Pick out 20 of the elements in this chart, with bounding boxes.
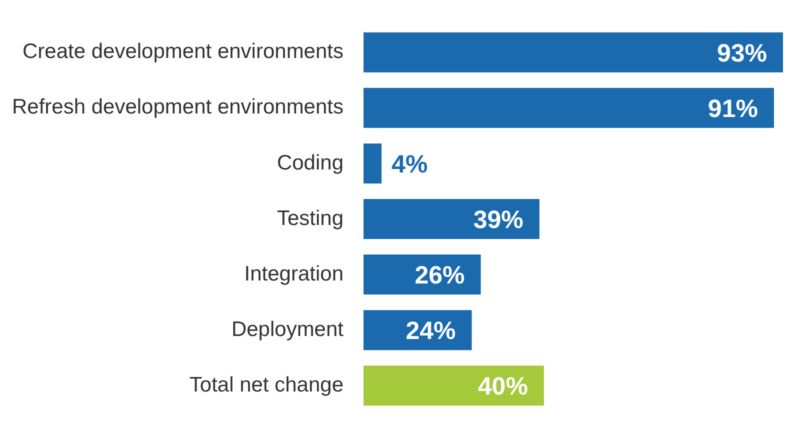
data-label: 91% bbox=[708, 94, 758, 123]
data-label: 24% bbox=[406, 316, 456, 345]
bar bbox=[364, 366, 544, 406]
data-label: 4% bbox=[392, 150, 428, 178]
y-tick-label: Create development environments bbox=[22, 40, 344, 64]
data-label: 39% bbox=[473, 206, 524, 234]
data-label: 26% bbox=[414, 261, 465, 290]
data-label: 40% bbox=[478, 372, 528, 401]
y-tick-label: Deployment bbox=[231, 318, 344, 341]
y-tick-label: Refresh development environments bbox=[12, 96, 344, 119]
bar bbox=[364, 199, 540, 239]
y-tick-label: Coding bbox=[276, 151, 344, 174]
bar bbox=[364, 143, 382, 184]
data-label: 93% bbox=[716, 39, 767, 68]
y-tick-label: Integration bbox=[244, 262, 344, 286]
bar bbox=[364, 88, 774, 128]
y-tick-label: Testing bbox=[276, 206, 344, 230]
y-tick-label: Total net change bbox=[189, 373, 344, 396]
bar bbox=[364, 32, 783, 72]
bar bbox=[364, 254, 481, 295]
